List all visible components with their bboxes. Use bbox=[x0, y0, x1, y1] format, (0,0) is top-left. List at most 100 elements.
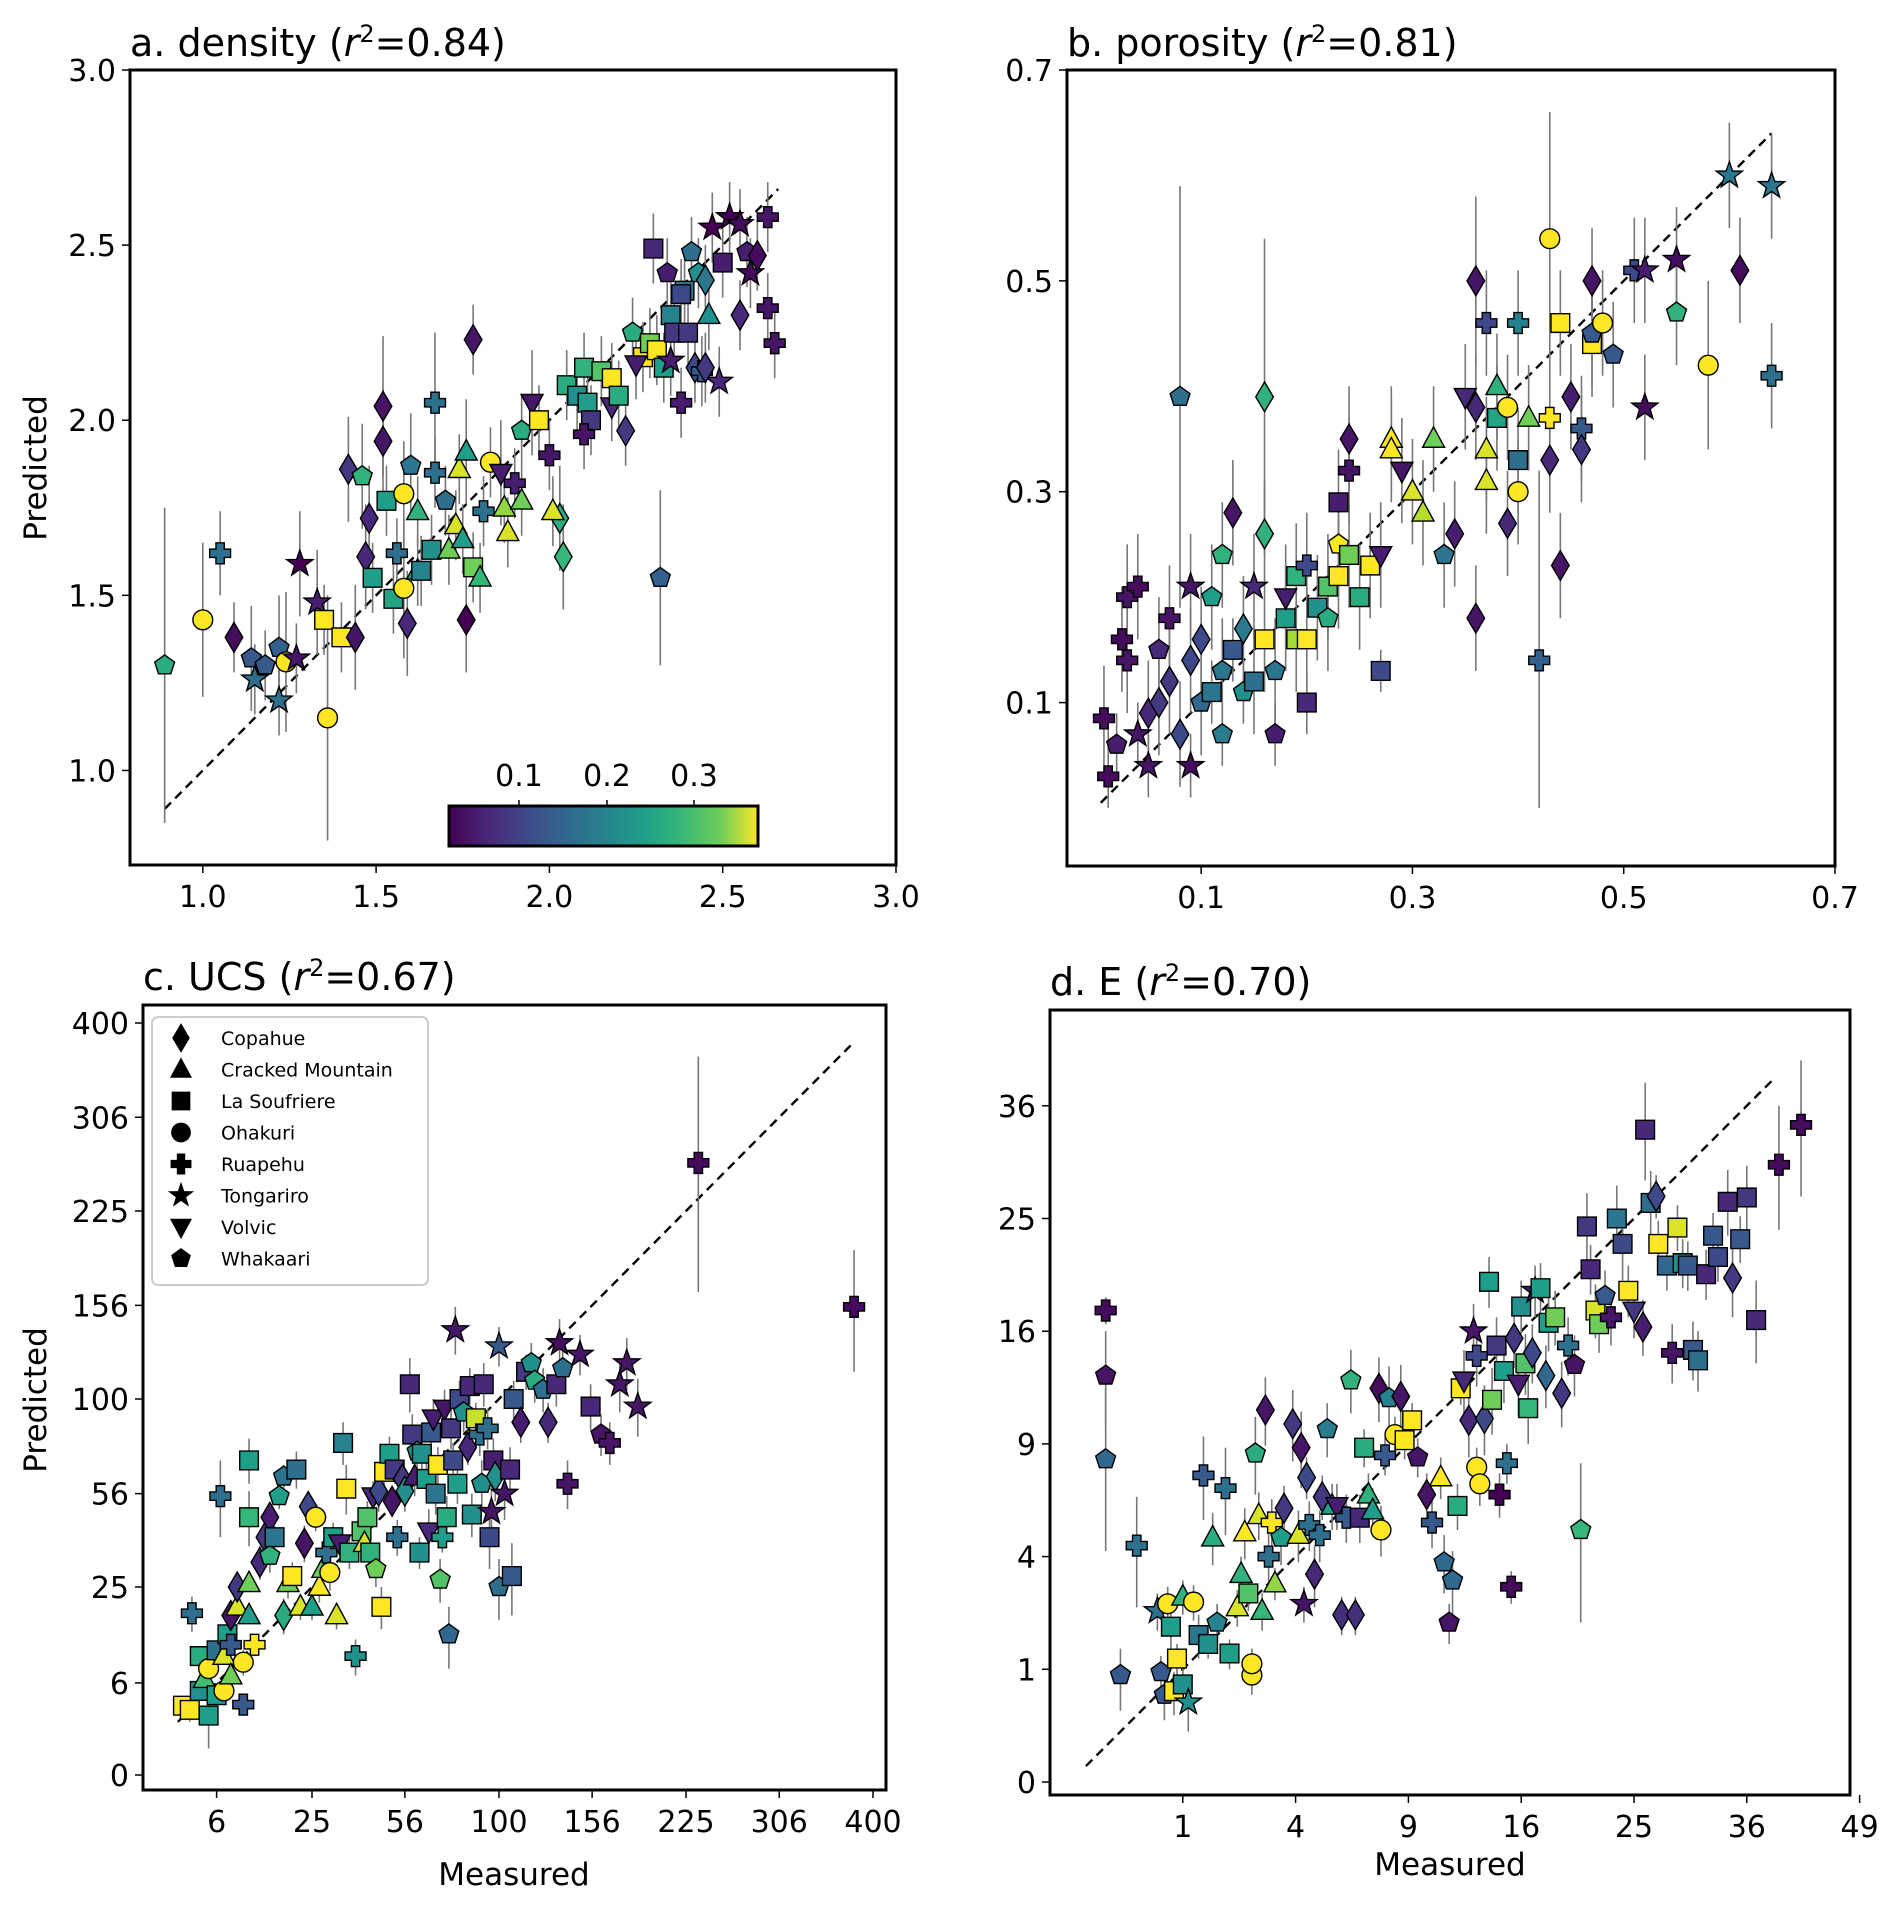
data-point-la-soufriere bbox=[1612, 1233, 1633, 1254]
data-point-copahue bbox=[747, 239, 767, 272]
data-point-la-soufriere bbox=[425, 1483, 446, 1504]
data-point-tongariro bbox=[302, 586, 333, 616]
data-point-la-soufriere bbox=[1222, 639, 1243, 660]
data-point-cracked-mountain bbox=[1410, 499, 1436, 522]
y-tick-label: 0.1 bbox=[1005, 687, 1053, 722]
data-point-copahue bbox=[1233, 612, 1254, 646]
data-point-tongariro bbox=[611, 1347, 642, 1376]
data-point-la-soufriere bbox=[1703, 1225, 1724, 1246]
data-point-la-soufriere bbox=[1349, 587, 1370, 608]
data-point-copahue bbox=[1466, 602, 1486, 635]
panel-ucs: c. UCS (r2=0.67) 6 25 56 100 156 225 306 400 0 6 2… bbox=[18, 954, 902, 1893]
data-point-la-soufriere bbox=[447, 1473, 468, 1494]
data-point-la-soufriere bbox=[577, 392, 598, 413]
data-point-la-soufriere bbox=[436, 1507, 457, 1528]
data-point-ruapehu bbox=[180, 1602, 204, 1625]
data-point-la-soufriere bbox=[411, 560, 432, 581]
data-point-ohakuri bbox=[393, 577, 415, 599]
pentagon-icon bbox=[171, 1248, 191, 1267]
data-point-ruapehu bbox=[1295, 554, 1318, 577]
y-tick-label: 9 bbox=[1017, 1428, 1036, 1463]
data-point-la-soufriere bbox=[501, 1565, 522, 1587]
data-point-tongariro bbox=[622, 1390, 653, 1420]
data-point-whakaari bbox=[254, 654, 276, 675]
data-point-whakaari bbox=[1563, 1353, 1586, 1374]
data-point-cracked-mountain bbox=[509, 487, 534, 510]
data-point-la-soufriere bbox=[1328, 566, 1349, 587]
data-point-la-soufriere bbox=[1198, 1633, 1219, 1655]
data-point-ruapehu bbox=[423, 461, 447, 484]
data-point-ruapehu bbox=[1337, 459, 1361, 482]
data-point-la-soufriere bbox=[376, 490, 397, 511]
data-point-cracked-mountain bbox=[454, 438, 479, 461]
data-point-la-soufriere bbox=[1736, 1187, 1757, 1208]
data-point-ohakuri bbox=[1591, 312, 1614, 334]
data-point-copahue bbox=[1170, 717, 1190, 751]
data-point-la-soufriere bbox=[1296, 629, 1317, 650]
data-point-ruapehu bbox=[1789, 1113, 1813, 1136]
legend-label: Copahue bbox=[221, 1028, 305, 1050]
data-point-la-soufriere bbox=[1696, 1264, 1717, 1285]
data-point-ruapehu bbox=[386, 1526, 409, 1549]
data-point-cracked-mountain bbox=[1421, 425, 1446, 448]
data-point-copahue bbox=[463, 323, 483, 356]
data-point-volvic bbox=[623, 355, 649, 378]
data-point-copahue bbox=[1254, 517, 1275, 551]
data-point-cracked-mountain bbox=[1474, 467, 1499, 491]
data-point-la-soufriere bbox=[1339, 544, 1360, 566]
data-point-copahue bbox=[382, 1485, 402, 1518]
data-point-tongariro bbox=[476, 1495, 507, 1525]
data-point-ohakuri bbox=[232, 1651, 254, 1673]
data-point-la-soufriere bbox=[503, 1388, 524, 1410]
panel-a-ylabel: Predicted bbox=[18, 395, 54, 541]
data-point-ohakuri bbox=[319, 1561, 341, 1584]
data-point-cracked-mountain bbox=[1428, 1463, 1453, 1487]
data-point-whakaari bbox=[1264, 659, 1286, 681]
data-point-tongariro bbox=[1714, 159, 1745, 189]
panel-c-title: c. UCS (r2=0.67) bbox=[143, 954, 456, 999]
x-tick-label: 4 bbox=[1286, 1810, 1305, 1845]
data-point-ruapehu bbox=[1767, 1153, 1791, 1176]
x-tick-label: 100 bbox=[470, 1805, 527, 1840]
data-point-copahue bbox=[359, 502, 379, 535]
data-point-cracked-mountain bbox=[225, 1593, 250, 1616]
y-tick-label: 0.7 bbox=[1005, 54, 1053, 89]
data-point-volvic bbox=[1273, 588, 1298, 611]
identity-line bbox=[177, 1041, 855, 1723]
data-point-whakaari bbox=[1433, 1551, 1455, 1572]
data-point-whakaari bbox=[1316, 1417, 1339, 1439]
data-point-ruapehu bbox=[572, 423, 596, 446]
data-point-copahue bbox=[1254, 380, 1275, 414]
square-icon bbox=[171, 1091, 191, 1111]
data-point-la-soufriere bbox=[473, 1374, 494, 1395]
data-point-copahue bbox=[1180, 644, 1201, 677]
data-point-ruapehu bbox=[423, 391, 447, 414]
data-point-copahue bbox=[458, 1430, 478, 1464]
data-point-ruapehu bbox=[1126, 575, 1149, 598]
data-point-la-soufriere bbox=[336, 1478, 357, 1499]
y-tick-label: 56 bbox=[91, 1478, 129, 1513]
data-point-ruapehu bbox=[344, 1644, 367, 1668]
legend-item: La Soufriere bbox=[171, 1091, 336, 1113]
legend-item: Whakaari bbox=[171, 1248, 311, 1271]
data-point-la-soufriere bbox=[1511, 1296, 1532, 1317]
data-point-whakaari bbox=[1109, 1663, 1132, 1685]
data-point-tongariro bbox=[1133, 749, 1164, 779]
legend-label: Volvic bbox=[221, 1217, 276, 1239]
data-point-copahue bbox=[730, 298, 750, 332]
data-point-copahue bbox=[373, 389, 393, 423]
data-point-tongariro bbox=[1238, 570, 1270, 600]
data-point-la-soufriere bbox=[1296, 692, 1317, 713]
data-point-cracked-mountain bbox=[495, 518, 520, 542]
data-point-tongariro bbox=[735, 257, 766, 287]
data-point-volvic bbox=[1389, 461, 1415, 485]
data-point-la-soufriere bbox=[371, 1596, 392, 1617]
data-point-la-soufriere bbox=[399, 1374, 420, 1395]
data-point-copahue bbox=[1283, 1407, 1303, 1441]
x-tick-label: 225 bbox=[657, 1805, 714, 1840]
data-point-ruapehu bbox=[1097, 765, 1120, 788]
x-tick-label: 1.0 bbox=[179, 880, 227, 915]
data-point-ohakuri bbox=[1496, 396, 1519, 418]
data-point-la-soufriere bbox=[712, 252, 733, 273]
data-point-la-soufriere bbox=[1576, 1216, 1597, 1237]
